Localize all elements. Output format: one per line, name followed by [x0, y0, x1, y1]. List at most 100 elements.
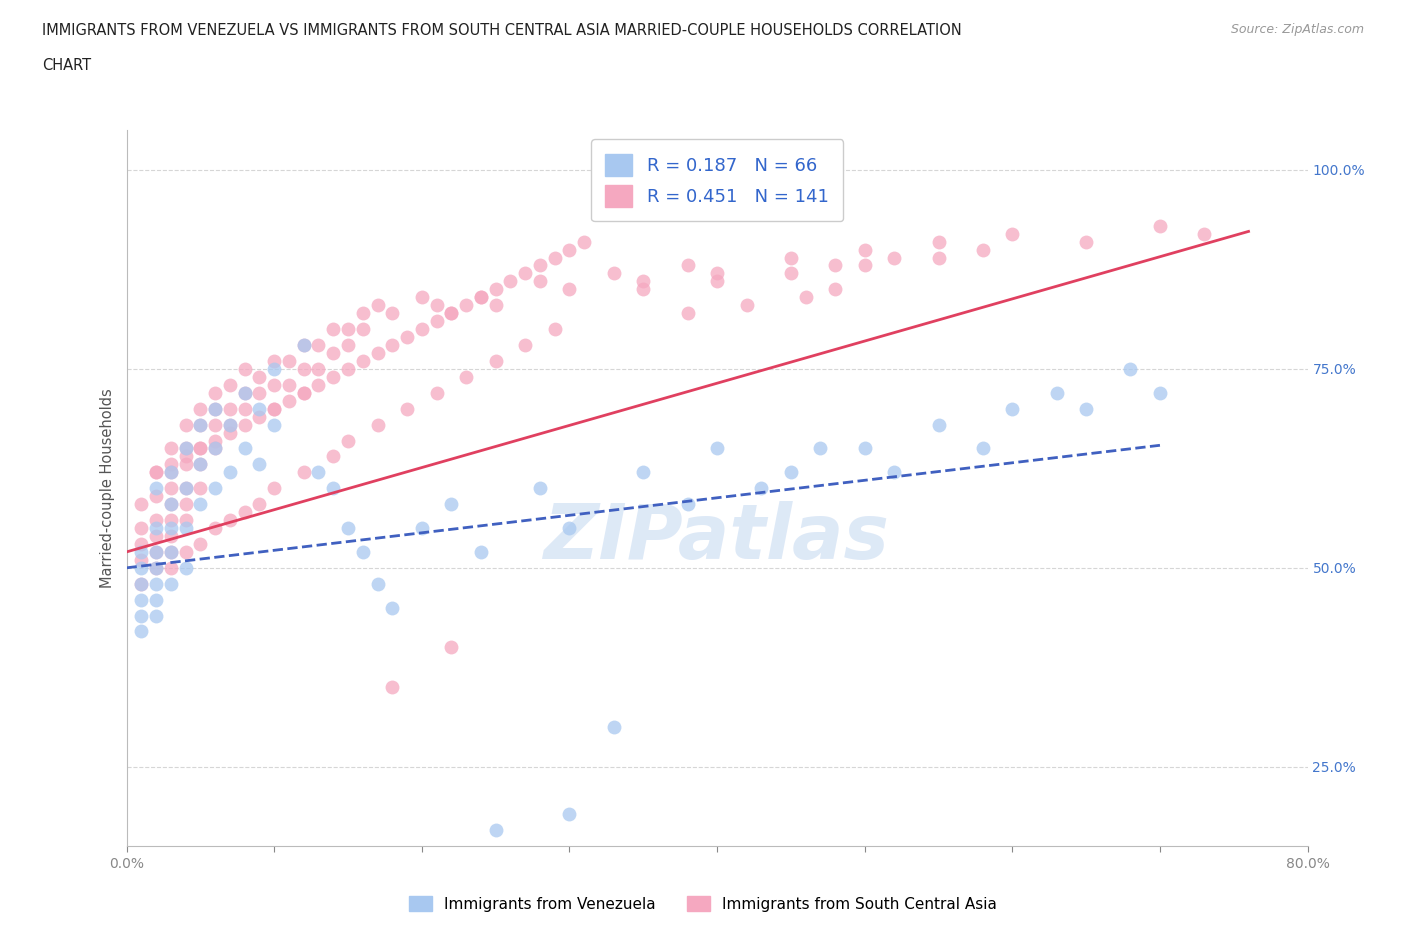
Text: ZIPatlas: ZIPatlas [544, 501, 890, 576]
Point [129, 537, 153, 551]
Point [1149, 219, 1171, 233]
Point [853, 242, 876, 257]
Point [1149, 385, 1171, 400]
Point [188, 481, 211, 496]
Point [1192, 226, 1215, 241]
Point [352, 322, 374, 337]
Point [1001, 226, 1024, 241]
Point [779, 250, 801, 265]
Point [706, 274, 728, 289]
Point [159, 577, 183, 591]
Point [779, 266, 801, 281]
Point [1076, 401, 1098, 416]
Point [219, 512, 242, 527]
Point [853, 441, 876, 456]
Point [470, 290, 492, 305]
Point [145, 481, 167, 496]
Point [129, 577, 153, 591]
Point [233, 505, 256, 520]
Point [129, 577, 153, 591]
Point [219, 465, 242, 480]
Point [174, 512, 197, 527]
Point [337, 433, 360, 448]
Point [411, 290, 433, 305]
Point [337, 338, 360, 352]
Point [883, 250, 905, 265]
Point [204, 521, 226, 536]
Point [751, 481, 773, 496]
Point [204, 433, 226, 448]
Point [129, 552, 153, 567]
Point [631, 465, 654, 480]
Point [263, 353, 285, 368]
Point [307, 378, 329, 392]
Point [247, 385, 270, 400]
Point [219, 425, 242, 440]
Point [159, 521, 183, 536]
Point [188, 457, 211, 472]
Point [824, 258, 846, 272]
Point [558, 521, 581, 536]
Point [129, 592, 153, 607]
Point [129, 608, 153, 623]
Point [159, 528, 183, 543]
Point [247, 401, 270, 416]
Point [292, 385, 315, 400]
Point [307, 338, 329, 352]
Point [381, 600, 404, 615]
Point [454, 298, 477, 312]
Point [735, 298, 758, 312]
Legend: R = 0.187   N = 66, R = 0.451   N = 141: R = 0.187 N = 66, R = 0.451 N = 141 [591, 140, 844, 221]
Point [145, 489, 167, 504]
Point [440, 306, 463, 321]
Point [706, 266, 728, 281]
Point [159, 481, 183, 496]
Point [810, 441, 832, 456]
Point [159, 544, 183, 559]
Point [484, 823, 508, 838]
Text: CHART: CHART [42, 58, 91, 73]
Point [529, 274, 551, 289]
Point [558, 282, 581, 297]
Point [484, 298, 508, 312]
Point [159, 561, 183, 576]
Point [174, 544, 197, 559]
Point [307, 362, 329, 377]
Point [352, 544, 374, 559]
Point [219, 401, 242, 416]
Point [204, 385, 226, 400]
Point [366, 418, 388, 432]
Point [263, 418, 285, 432]
Point [145, 528, 167, 543]
Point [322, 369, 344, 384]
Point [188, 418, 211, 432]
Point [425, 298, 447, 312]
Point [145, 544, 167, 559]
Point [129, 521, 153, 536]
Point [928, 250, 950, 265]
Point [174, 561, 197, 576]
Point [292, 362, 315, 377]
Point [381, 306, 404, 321]
Point [247, 497, 270, 512]
Point [233, 441, 256, 456]
Point [322, 346, 344, 361]
Point [440, 306, 463, 321]
Point [603, 720, 626, 735]
Point [529, 481, 551, 496]
Point [233, 385, 256, 400]
Point [174, 497, 197, 512]
Point [381, 680, 404, 695]
Point [322, 481, 344, 496]
Point [263, 362, 285, 377]
Point [824, 282, 846, 297]
Point [484, 353, 508, 368]
Point [145, 592, 167, 607]
Point [574, 234, 596, 249]
Point [396, 329, 419, 344]
Point [499, 274, 522, 289]
Point [794, 290, 817, 305]
Point [174, 441, 197, 456]
Point [631, 282, 654, 297]
Point [470, 290, 492, 305]
